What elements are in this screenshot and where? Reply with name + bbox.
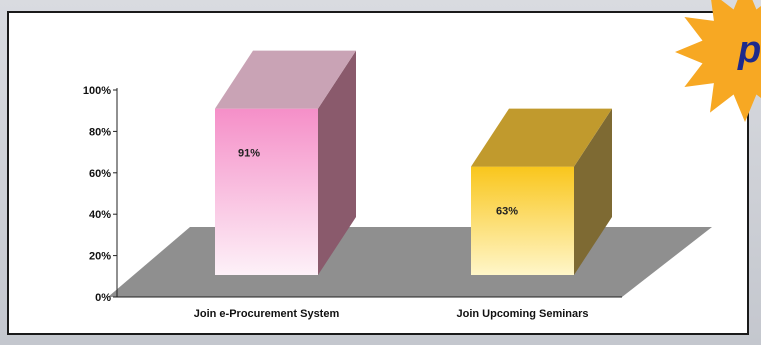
y-tick-label: 60% [89,168,111,180]
x-category-label: Join e-Procurement System [194,308,340,320]
bar-side [318,50,356,275]
y-tick-label: 20% [89,251,111,263]
starburst-badge: p [675,0,761,122]
bar-side [574,108,612,275]
x-category-label: Join Upcoming Seminars [456,308,588,320]
plot-area: 0% 20% 40% 60% 80% 100% 91% Join e-Procurement … [83,50,712,320]
bar-front [215,108,318,275]
badge-text: p [737,29,761,71]
y-tick-label: 40% [89,209,111,221]
bar-data-label: 63% [496,206,518,218]
bar-front [471,166,574,275]
y-tick-label: 100% [83,85,111,97]
chart-floor [108,227,712,297]
starburst-shape [675,0,761,122]
y-tick-label: 80% [89,126,111,138]
bar-top [215,50,356,109]
bar-top [471,108,612,167]
bar-data-label: 91% [238,148,260,160]
y-tick-label: 0% [95,292,111,304]
